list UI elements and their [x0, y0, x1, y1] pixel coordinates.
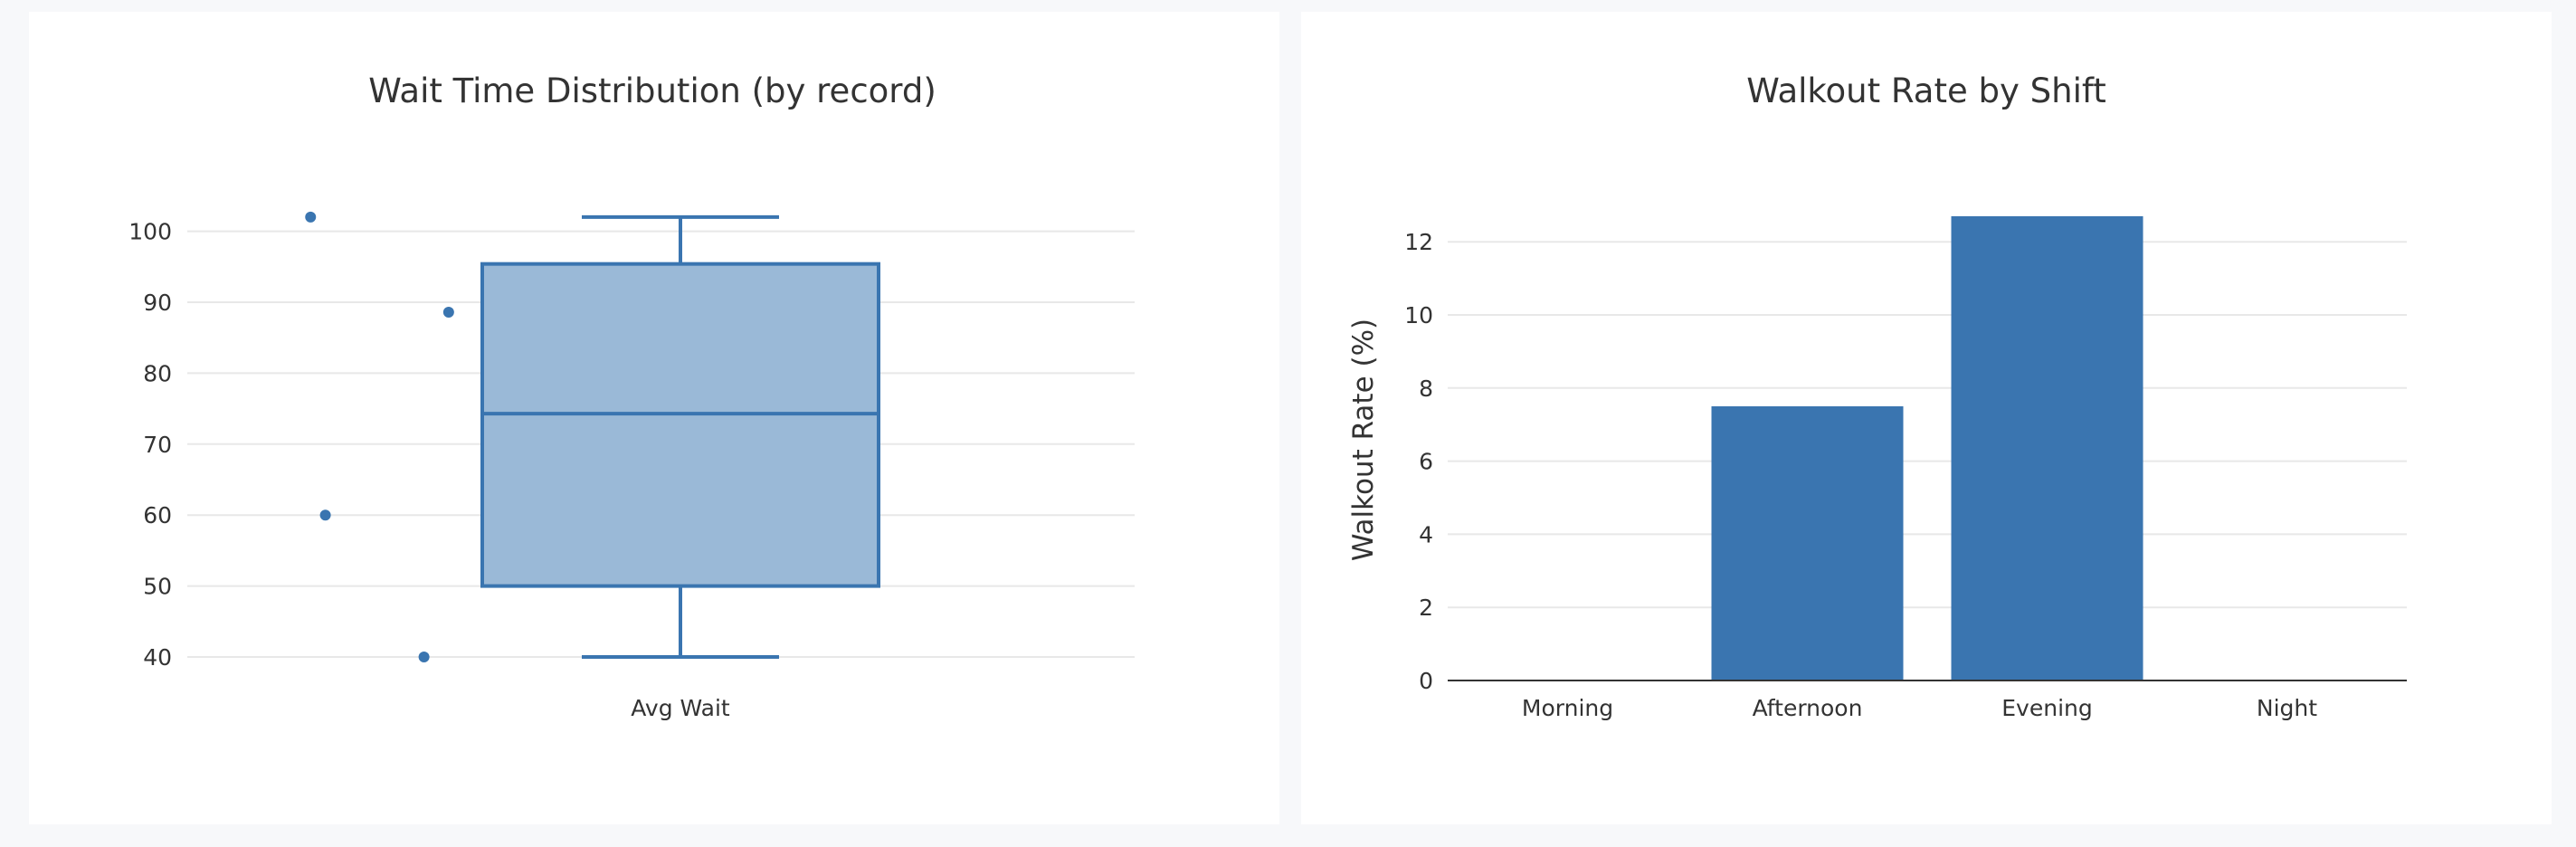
bar-chart: Walkout Rate by Shift Walkout Rate (%) 0…	[1347, 71, 2407, 721]
y-tick-label: 60	[143, 502, 172, 528]
y-tick-label: 100	[128, 219, 172, 245]
y-tick-label: 2	[1419, 595, 1433, 621]
y-tick-label: 70	[143, 432, 172, 458]
chart-title: Walkout Rate by Shift	[1746, 71, 2105, 110]
y-axis-title: Walkout Rate (%)	[1347, 319, 1380, 561]
y-tick-label: 4	[1419, 521, 1433, 547]
x-tick-label: Night	[2257, 695, 2317, 721]
y-tick-label: 8	[1419, 376, 1433, 402]
x-tick-label: Morning	[1522, 695, 1613, 721]
data-point	[319, 509, 331, 521]
box-plot: Wait Time Distribution (by record) 40 50 6…	[128, 71, 1135, 721]
y-tick-label: 6	[1419, 449, 1433, 475]
x-tick-label: Evening	[2001, 695, 2092, 721]
bar-evening	[1951, 215, 2143, 681]
y-tick-label: 90	[143, 290, 172, 316]
bars	[1711, 215, 2143, 681]
data-point	[418, 652, 430, 662]
x-tick-labels: Morning Afternoon Evening Night	[1522, 695, 2317, 721]
box-iqr	[480, 262, 880, 588]
y-tick-label: 0	[1419, 668, 1433, 694]
y-tick-label: 10	[1404, 302, 1433, 328]
chart-title: Wait Time Distribution (by record)	[368, 71, 936, 110]
y-tick-label: 80	[143, 360, 172, 386]
x-tick-label: Avg Wait	[631, 695, 730, 721]
y-tick-label: 40	[143, 644, 172, 671]
box-marks	[305, 211, 880, 662]
gridlines	[1448, 241, 2407, 609]
walkout-panel: Walkout Rate by Shift Walkout Rate (%) 0…	[1301, 12, 2552, 824]
bar-afternoon	[1711, 406, 1904, 680]
y-tick-label: 50	[143, 574, 172, 600]
data-point	[305, 211, 317, 223]
y-tick-labels: 40 50 60 70 80 90 100	[128, 219, 172, 671]
y-tick-label: 12	[1404, 229, 1433, 255]
y-tick-labels: 0 2 4 6 8 10 12	[1404, 229, 1433, 694]
x-tick-label: Afternoon	[1753, 695, 1863, 721]
wait-time-panel: Wait Time Distribution (by record) 40 50 6…	[29, 12, 1279, 824]
data-point	[442, 306, 454, 318]
